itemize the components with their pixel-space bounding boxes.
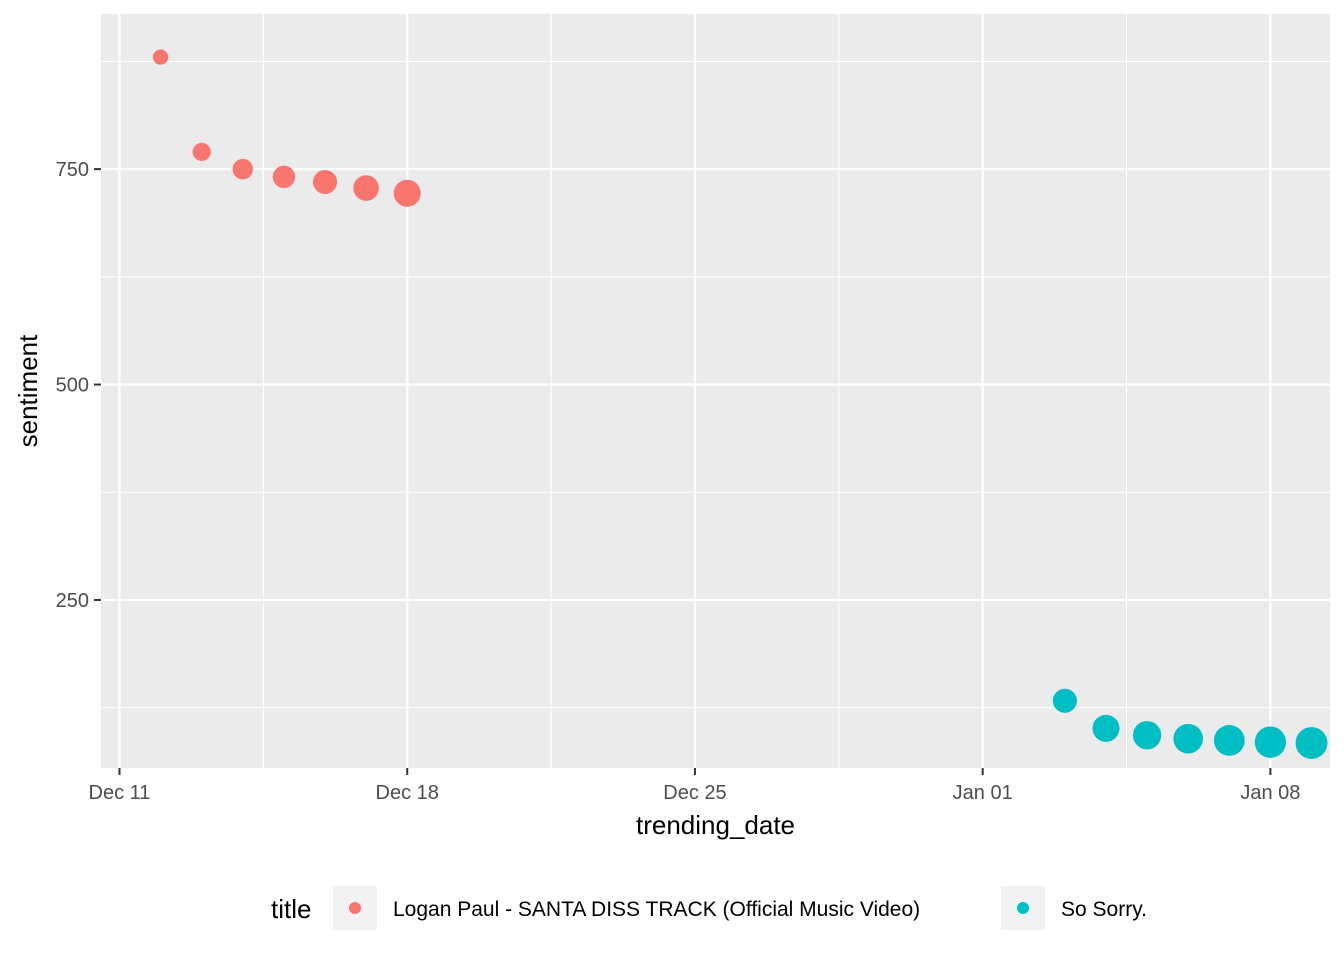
x-tick-label: Dec 18 (376, 782, 439, 804)
legend-title: title (271, 894, 311, 924)
legend-label-logan-paul: Logan Paul - SANTA DISS TRACK (Official … (393, 898, 920, 921)
x-tick-label: Jan 01 (953, 782, 1013, 804)
point-logan-paul (312, 169, 338, 195)
legend-label-so-sorry: So Sorry. (1061, 898, 1147, 921)
x-axis-title: trending_date (636, 810, 795, 840)
legend-dot-so-sorry (1017, 902, 1029, 914)
point-logan-paul (192, 142, 211, 161)
point-so-sorry (1052, 688, 1077, 713)
point-so-sorry (1173, 723, 1203, 754)
y-axis-title: sentiment (13, 334, 43, 447)
point-logan-paul (232, 158, 254, 180)
point-so-sorry (1092, 714, 1120, 742)
minor-gridlines (101, 14, 1330, 768)
data-points (153, 49, 1328, 759)
x-tick-label: Jan 08 (1240, 782, 1300, 804)
y-tick-label: 500 (56, 375, 89, 397)
y-tick-label: 750 (56, 159, 89, 181)
point-so-sorry (1295, 727, 1328, 759)
point-so-sorry (1254, 726, 1287, 758)
legend-dot-logan-paul (349, 902, 361, 914)
y-tick-label: 250 (56, 590, 89, 612)
x-tick-label: Dec 11 (89, 782, 151, 804)
plot-panel (101, 14, 1330, 768)
point-so-sorry (1132, 721, 1162, 750)
point-logan-paul (353, 175, 379, 201)
major-gridlines (101, 14, 1330, 768)
point-logan-paul (393, 179, 421, 207)
legend: title Logan Paul - SANTA DISS TRACK (Off… (271, 886, 1147, 930)
point-logan-paul (153, 49, 169, 65)
x-tick-label: Dec 25 (663, 782, 726, 804)
axes: Dec 11 Dec 18 Dec 25 Jan 01 Jan 08 250 500 750 (56, 159, 1301, 804)
point-so-sorry (1213, 725, 1245, 756)
point-logan-paul (272, 165, 296, 189)
